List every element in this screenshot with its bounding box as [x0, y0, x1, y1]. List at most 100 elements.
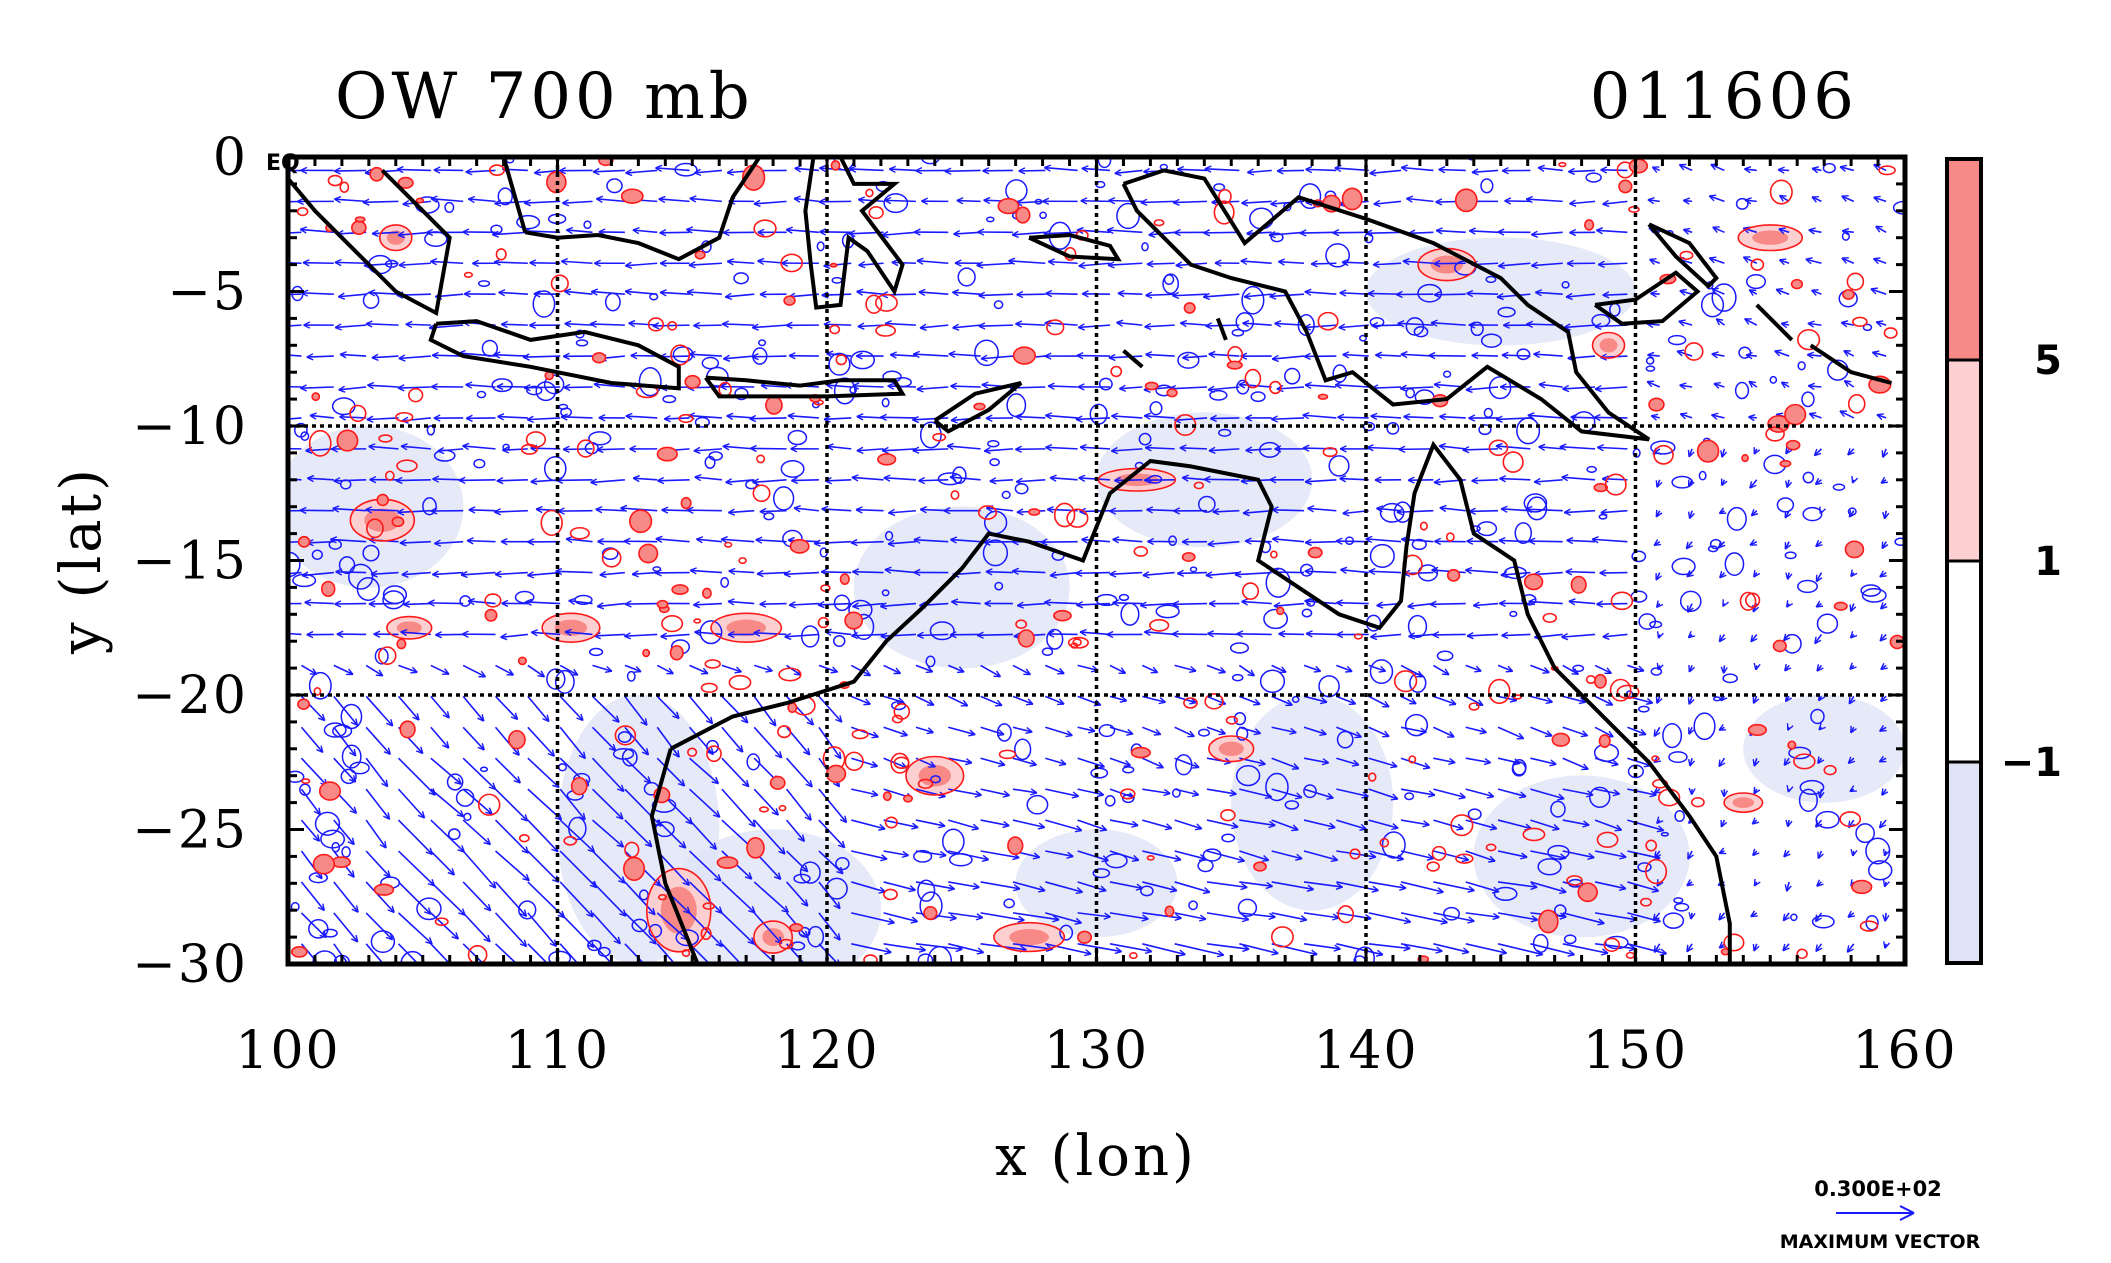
- wind-vector-head: [1192, 761, 1200, 769]
- wind-vector-head: [1647, 196, 1655, 205]
- wind-vector-head: [530, 477, 538, 486]
- wind-vector-head: [1269, 476, 1277, 484]
- wind-vector-head: [465, 168, 473, 176]
- wind-vector-head: [1208, 446, 1216, 455]
- wind-vector-head: [1371, 885, 1379, 893]
- negative-contour: [1645, 356, 1655, 365]
- positive-contour: [311, 392, 321, 402]
- wind-vector: [494, 726, 520, 756]
- wind-vector-head: [1182, 353, 1190, 362]
- wind-vector: [309, 414, 334, 419]
- wind-vector-head: [1012, 567, 1020, 575]
- wind-vector: [1177, 168, 1208, 172]
- positive-ow-contours: [290, 157, 1905, 964]
- positive-contour: [756, 454, 766, 464]
- negative-contour: [1229, 642, 1250, 654]
- wind-vector-head: [700, 667, 709, 675]
- negative-contour: [1480, 333, 1503, 348]
- wind-vector-head: [911, 822, 919, 830]
- wind-vector: [950, 385, 981, 388]
- wind-vector-head: [1594, 385, 1602, 393]
- wind-vector: [1272, 538, 1305, 543]
- wind-vector: [1045, 850, 1074, 858]
- positive-contour: [591, 352, 607, 364]
- wind-vector: [1048, 260, 1078, 265]
- wind-vector: [1465, 819, 1497, 830]
- wind-vector: [365, 508, 399, 512]
- wind-vector: [1627, 943, 1667, 955]
- positive-contour: [484, 608, 498, 622]
- wind-vector: [656, 664, 674, 675]
- wind-vector: [1340, 568, 1369, 574]
- positive-contour: [541, 612, 601, 643]
- wind-vector-head: [781, 259, 789, 267]
- wind-vector-head: [981, 854, 990, 862]
- wind-vector: [494, 819, 529, 854]
- negative-contour: [913, 849, 933, 863]
- wind-vector-head: [1291, 763, 1300, 770]
- positive-contour: [376, 493, 389, 507]
- negative-contour: [937, 472, 963, 486]
- wind-vector: [430, 664, 450, 675]
- positive-contour: [1784, 403, 1807, 426]
- wind-vector: [916, 386, 949, 391]
- wind-vector: [753, 695, 777, 727]
- positive-contour: [1270, 550, 1278, 559]
- wind-vector-head: [1365, 535, 1373, 544]
- positive-contour: [622, 856, 646, 882]
- wind-vector: [559, 912, 595, 948]
- wind-vector: [1566, 539, 1596, 543]
- negative-contour: [1097, 157, 1112, 169]
- wind-vector: [664, 417, 690, 420]
- wind-vector: [1531, 262, 1563, 267]
- wind-vector-head: [765, 665, 773, 673]
- wind-vector-head: [1601, 948, 1609, 956]
- negative-contour: [1488, 376, 1512, 400]
- negative-contour: [308, 919, 329, 939]
- wind-vector-head: [266, 475, 272, 481]
- wind-vector: [365, 850, 391, 878]
- wind-vector-head: [1426, 853, 1435, 861]
- wind-vector: [300, 726, 324, 753]
- negative-contour: [455, 788, 475, 807]
- wind-vector-head: [1816, 664, 1824, 672]
- positive-contour: [1839, 811, 1862, 828]
- wind-vector: [1145, 293, 1175, 297]
- wind-vector-head: [1299, 229, 1307, 237]
- wind-vector: [1843, 379, 1855, 388]
- wind-vector: [1400, 788, 1436, 796]
- negative-contour: [370, 930, 396, 953]
- positive-contour: [746, 837, 765, 859]
- wind-vector-head: [918, 945, 927, 953]
- wind-vector-head: [856, 288, 864, 296]
- wind-vector: [855, 508, 884, 512]
- wind-vector: [850, 695, 871, 705]
- wind-vector-head: [1400, 164, 1409, 172]
- wind-vector: [1498, 539, 1531, 543]
- wind-vector: [1109, 571, 1143, 576]
- wind-vector: [1109, 943, 1152, 953]
- wind-vector: [1012, 943, 1053, 950]
- wind-vector: [1531, 231, 1563, 236]
- positive-contour: [386, 615, 433, 640]
- wind-vector: [1439, 415, 1466, 419]
- negative-contour: [532, 290, 556, 318]
- wind-vector-head: [1582, 820, 1590, 828]
- wind-vector-head: [1501, 631, 1509, 639]
- wind-vector-head: [1655, 480, 1663, 488]
- wind-vector-head: [1270, 415, 1279, 423]
- wind-vector: [1306, 632, 1337, 636]
- positive-contour: [495, 248, 507, 261]
- wind-vector: [334, 169, 367, 172]
- wind-vector-head: [1655, 696, 1663, 704]
- wind-vector-head: [1336, 599, 1344, 607]
- wind-vector: [656, 912, 688, 941]
- wind-vector: [1433, 819, 1464, 830]
- negative-contour: [588, 431, 612, 446]
- wind-vector-head: [851, 474, 859, 482]
- wind-vector: [288, 385, 302, 388]
- wind-vector: [497, 415, 528, 419]
- wind-vector: [1174, 726, 1195, 738]
- coastline: [933, 381, 1023, 434]
- wind-vector: [1272, 508, 1305, 512]
